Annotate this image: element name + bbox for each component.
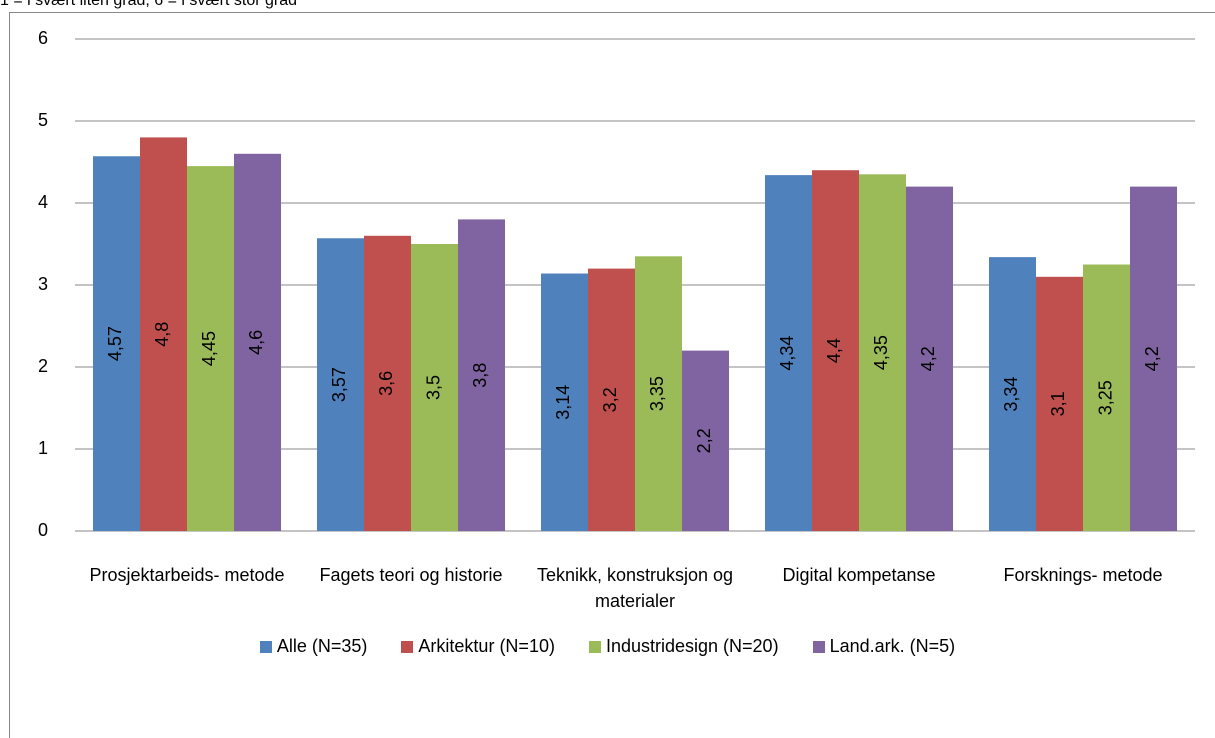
bar [812,170,859,531]
value-label: 4,8 [152,322,172,347]
x-tick-label: Teknikk, konstruksjon og materialer [536,565,734,611]
y-tick-label: 5 [38,110,48,130]
bar [635,256,682,531]
value-label: 4,45 [199,331,219,366]
bar [1036,276,1083,531]
bar [411,244,458,531]
y-tick-label: 6 [38,28,48,48]
value-label: 3,14 [553,385,573,420]
y-tick-label: 2 [38,356,48,376]
legend-swatch [812,640,825,653]
bar [989,257,1036,531]
value-label: 4,4 [824,338,844,363]
value-label: 3,35 [647,376,667,411]
legend-item: Alle (N=35) [259,636,368,657]
value-label: 3,25 [1095,380,1115,415]
bar [187,166,234,531]
bar [140,137,187,531]
legend-label: Arkitektur (N=10) [418,636,555,656]
legend-swatch [259,640,272,653]
bar [588,268,635,531]
x-tick-label: Digital kompetanse [782,565,936,585]
value-label: 4,34 [777,336,797,371]
value-label: 3,5 [423,375,443,400]
bar [317,238,364,531]
value-label: 3,8 [470,363,490,388]
legend-swatch [401,640,414,653]
legend-label: Industridesign (N=20) [605,636,779,656]
bar [859,174,906,532]
value-label: 4,6 [246,330,266,355]
x-tick-label: Forsknings- metode [1003,565,1163,585]
bar [541,273,588,531]
bar [1083,264,1130,531]
y-tick-label: 4 [38,192,48,212]
bar [765,175,812,531]
value-label: 3,1 [1048,391,1068,416]
x-tick-label: Fagets teori og historie [319,565,503,585]
legend-item: Land.ark. (N=5) [812,636,956,657]
legend-label: Land.ark. (N=5) [829,636,956,656]
value-label: 4,2 [918,346,938,371]
legend-swatch [588,640,601,653]
legend-item: Industridesign (N=20) [588,636,779,657]
y-tick-label: 0 [38,520,48,540]
bar [364,235,411,532]
bar [906,186,953,531]
legend-label: Alle (N=35) [276,636,368,656]
value-label: 2,2 [694,428,714,453]
bar [682,350,729,531]
value-label: 3,2 [600,387,620,412]
chart-frame [9,12,1215,738]
bar [458,219,505,531]
y-tick-label: 1 [38,438,48,458]
y-tick-label: 3 [38,274,48,294]
value-label: 4,2 [1142,346,1162,371]
subtitle: 1 = i svært liten grad, 6 = i svært stor… [0,0,298,9]
bar [93,156,140,531]
value-label: 4,35 [871,335,891,370]
legend-item: Arkitektur (N=10) [401,636,555,657]
value-label: 3,57 [329,367,349,402]
x-tick-label: Prosjektarbeids- metode [89,565,285,585]
value-label: 4,57 [105,326,125,361]
bar [1130,186,1177,531]
bar [234,153,281,532]
value-label: 3,6 [376,371,396,396]
legend: Alle (N=35) Arkitektur (N=10) Industridesi… [0,636,1215,657]
value-label: 3,34 [1001,377,1021,412]
